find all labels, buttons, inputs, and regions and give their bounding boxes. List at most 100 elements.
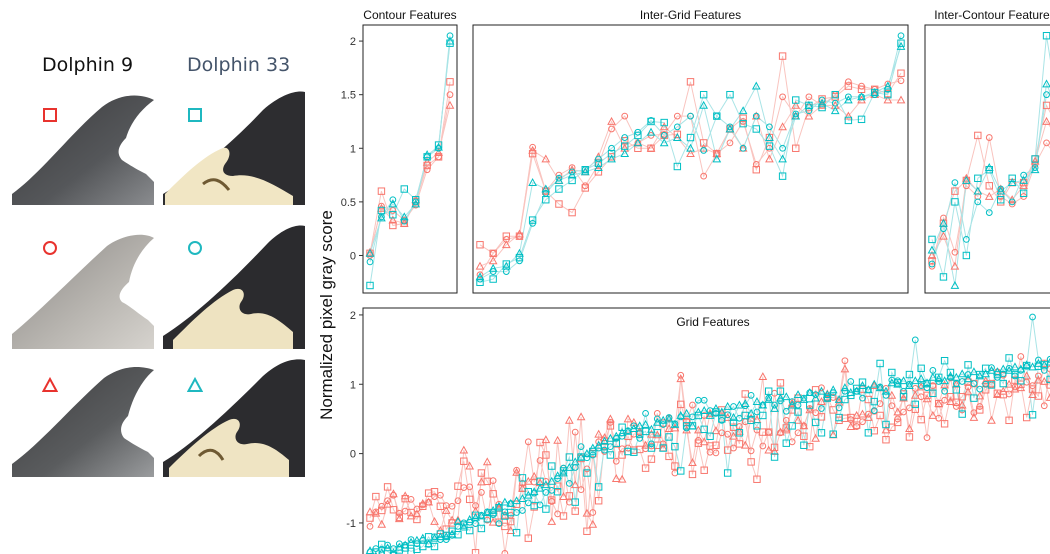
data-point bbox=[998, 386, 1008, 395]
data-point bbox=[1011, 370, 1019, 379]
data-point bbox=[418, 533, 428, 542]
data-point bbox=[423, 166, 431, 174]
data-point bbox=[852, 421, 861, 429]
data-point bbox=[751, 81, 761, 90]
data-point bbox=[765, 133, 774, 141]
data-point bbox=[665, 452, 673, 461]
data-point bbox=[553, 482, 562, 490]
data-point bbox=[583, 465, 591, 473]
data-point bbox=[847, 378, 855, 385]
data-point bbox=[459, 445, 469, 454]
data-point bbox=[946, 368, 955, 377]
data-point bbox=[928, 262, 936, 270]
data-point bbox=[518, 483, 527, 492]
data-point bbox=[951, 379, 961, 388]
data-point bbox=[712, 149, 722, 158]
data-point bbox=[1029, 313, 1036, 321]
data-point bbox=[595, 155, 602, 163]
data-point bbox=[435, 153, 442, 161]
data-point bbox=[673, 162, 682, 171]
data-point bbox=[766, 123, 773, 131]
data-point bbox=[454, 523, 462, 530]
data-point bbox=[1031, 164, 1039, 171]
data-point bbox=[1045, 357, 1050, 366]
data-point bbox=[571, 498, 579, 506]
data-point bbox=[962, 236, 970, 243]
data-point bbox=[1042, 116, 1050, 125]
data-point bbox=[372, 492, 380, 501]
data-point bbox=[659, 122, 669, 131]
data-point bbox=[1028, 411, 1037, 419]
series-line bbox=[931, 35, 1050, 278]
data-point bbox=[831, 99, 839, 107]
data-point bbox=[717, 407, 727, 416]
data-point bbox=[844, 95, 853, 104]
data-point bbox=[366, 523, 374, 530]
data-point bbox=[686, 149, 695, 158]
data-point bbox=[975, 391, 985, 400]
data-point bbox=[818, 405, 825, 412]
data-point bbox=[844, 116, 853, 125]
data-point bbox=[612, 439, 620, 447]
data-point bbox=[559, 468, 568, 477]
data-point bbox=[559, 492, 568, 500]
data-point bbox=[1028, 385, 1037, 393]
data-point bbox=[647, 429, 656, 438]
data-point bbox=[1019, 175, 1029, 184]
data-point bbox=[1043, 139, 1050, 147]
data-point bbox=[823, 394, 831, 402]
data-point bbox=[1030, 156, 1040, 165]
data-point bbox=[682, 425, 691, 434]
data-point bbox=[993, 367, 1002, 376]
data-point bbox=[776, 427, 785, 436]
data-point bbox=[646, 143, 656, 152]
data-point bbox=[589, 509, 597, 516]
data-point bbox=[588, 519, 598, 528]
data-point bbox=[818, 96, 826, 104]
data-point bbox=[718, 415, 726, 423]
data-point bbox=[910, 390, 920, 399]
data-point bbox=[617, 474, 627, 483]
data-point bbox=[817, 100, 827, 109]
data-point bbox=[445, 100, 455, 109]
data-point bbox=[388, 199, 398, 208]
data-point bbox=[594, 497, 603, 505]
data-point bbox=[570, 480, 580, 489]
chart-panel-0: Contour Features 0 0.5 1 1.5 2 bbox=[341, 8, 458, 294]
data-point bbox=[896, 95, 906, 104]
data-point bbox=[928, 257, 936, 265]
data-point bbox=[412, 509, 422, 518]
data-point bbox=[758, 400, 768, 409]
data-point bbox=[541, 154, 551, 163]
data-point bbox=[729, 431, 738, 440]
plot-area bbox=[475, 32, 906, 286]
data-point bbox=[882, 420, 890, 429]
plot-area bbox=[365, 32, 455, 290]
data-point bbox=[962, 251, 971, 260]
data-point bbox=[844, 82, 853, 90]
data-point bbox=[366, 258, 374, 266]
data-point bbox=[407, 547, 415, 554]
data-point bbox=[500, 510, 510, 519]
plot-area bbox=[365, 313, 1050, 554]
data-point bbox=[899, 393, 908, 402]
data-point bbox=[581, 182, 589, 190]
data-point bbox=[502, 260, 511, 268]
data-point bbox=[673, 112, 681, 120]
data-point bbox=[594, 159, 603, 167]
y-tick-label: 1 bbox=[350, 143, 356, 155]
data-point bbox=[770, 443, 779, 452]
data-point bbox=[870, 397, 878, 406]
data-point bbox=[659, 138, 669, 147]
data-point bbox=[778, 172, 787, 180]
data-point bbox=[706, 432, 714, 440]
data-point bbox=[782, 439, 790, 447]
data-point bbox=[929, 389, 937, 397]
data-point bbox=[660, 118, 668, 127]
data-point bbox=[1016, 364, 1026, 373]
data-point bbox=[548, 486, 556, 494]
data-point bbox=[488, 505, 498, 514]
data-point bbox=[436, 491, 444, 499]
data-point bbox=[553, 435, 562, 444]
data-point bbox=[712, 154, 722, 163]
